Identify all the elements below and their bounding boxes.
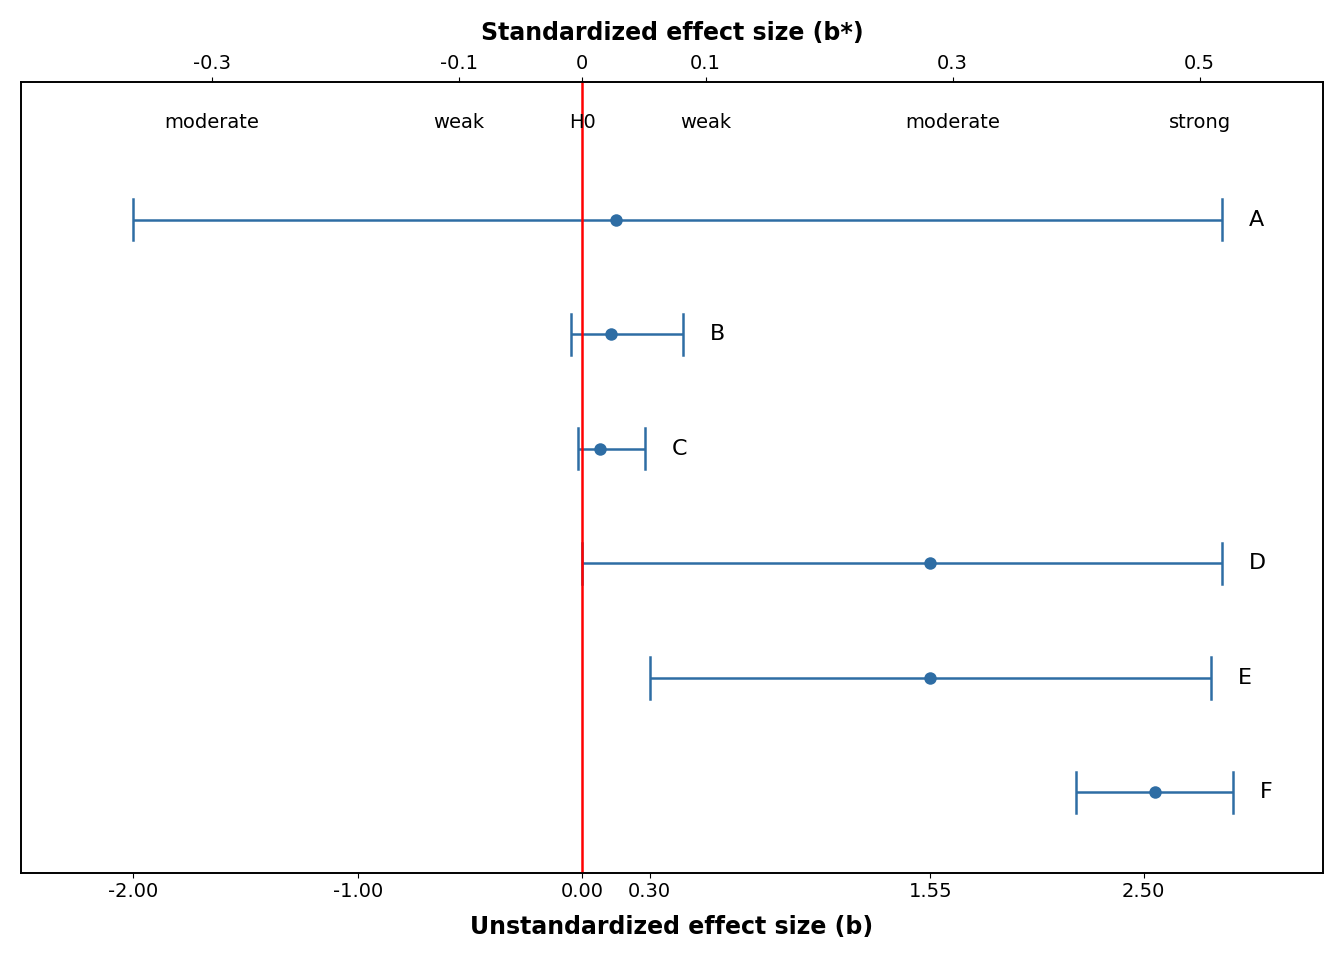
Text: B: B	[710, 324, 726, 345]
X-axis label: Standardized effect size (b*): Standardized effect size (b*)	[481, 21, 863, 45]
Text: A: A	[1249, 210, 1265, 229]
X-axis label: Unstandardized effect size (b): Unstandardized effect size (b)	[470, 915, 874, 939]
Text: strong: strong	[1168, 113, 1231, 132]
Text: E: E	[1238, 668, 1251, 688]
Text: C: C	[672, 439, 688, 459]
Text: H0: H0	[569, 113, 595, 132]
Text: weak: weak	[680, 113, 731, 132]
Text: D: D	[1249, 553, 1266, 573]
Text: weak: weak	[433, 113, 484, 132]
Text: moderate: moderate	[164, 113, 259, 132]
Text: moderate: moderate	[906, 113, 1000, 132]
Text: F: F	[1261, 782, 1273, 803]
